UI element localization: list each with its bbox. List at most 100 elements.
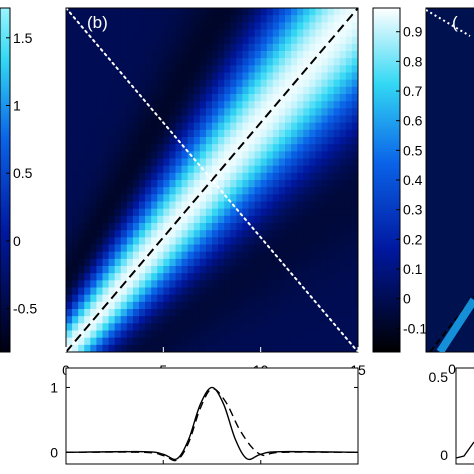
- heatmap-cell: [339, 280, 347, 289]
- heatmap-cell: [181, 251, 189, 260]
- heatmap-cell: [187, 122, 195, 131]
- heatmap-cell: [345, 8, 353, 16]
- heatmap-cell: [108, 29, 116, 38]
- heatmap-cell: [303, 223, 310, 231]
- heatmap-cell: [72, 101, 79, 109]
- heatmap-cell: [248, 51, 256, 59]
- heatmap-cell: [169, 122, 177, 131]
- heatmap-cell: [351, 65, 358, 74]
- heatmap-cell: [266, 29, 274, 38]
- heatmap-cell: [212, 208, 219, 217]
- heatmap-cell: [157, 79, 164, 88]
- heatmap-cell: [224, 165, 231, 174]
- heatmap-cell: [248, 201, 256, 210]
- heatmap-cell: [224, 72, 231, 81]
- heatmap-cell: [303, 8, 310, 16]
- heatmap-cell: [66, 230, 73, 238]
- heatmap-cell: [175, 165, 183, 174]
- colorbar-b-ticks: 0.90.80.70.60.50.40.30.20.10-0.1: [396, 24, 427, 336]
- heatmap-cell: [72, 237, 79, 246]
- heatmap-cell: [297, 36, 304, 45]
- heatmap-cell: [66, 215, 73, 224]
- heatmap-cell: [102, 187, 110, 195]
- heatmap-cell: [114, 29, 122, 38]
- heatmap-cell: [84, 201, 91, 210]
- heatmap-cell: [218, 58, 225, 66]
- heatmap-cell: [90, 208, 98, 217]
- heatmap-cell: [260, 323, 268, 332]
- heatmap-cell: [315, 287, 323, 296]
- heatmap-cell: [254, 94, 262, 102]
- heatmap-cell: [278, 244, 286, 253]
- heatmap-cell: [315, 8, 323, 16]
- heatmap-cell: [187, 101, 195, 109]
- heatmap-cell: [145, 244, 152, 253]
- heatmap-cell: [132, 337, 140, 346]
- heatmap-cell: [224, 94, 231, 102]
- heatmap-cell: [114, 94, 122, 102]
- heatmap-cell: [351, 294, 358, 303]
- heatmap-cell: [303, 158, 310, 167]
- heatmap-cell: [157, 129, 164, 138]
- heatmap-cell: [285, 230, 292, 238]
- heatmap-cell: [212, 129, 219, 138]
- heatmap-cell: [224, 51, 231, 59]
- heatmap-cell: [339, 201, 347, 210]
- heatmap-cell: [126, 301, 134, 310]
- heatmap-cell: [345, 72, 353, 81]
- heatmap-cell: [66, 94, 73, 102]
- heatmap-cell: [120, 337, 128, 346]
- heatmap-cell: [266, 58, 274, 66]
- heatmap-cell: [242, 86, 250, 95]
- heatmap-cell: [205, 208, 213, 217]
- heatmap-cell: [72, 201, 79, 210]
- heatmap-cell: [96, 273, 104, 281]
- heatmap-cell: [224, 180, 231, 188]
- heatmap-cell: [339, 237, 347, 246]
- heatmap-cell: [120, 215, 128, 224]
- heatmap-cell: [230, 337, 237, 346]
- heatmap-cell: [272, 29, 280, 38]
- right-panel-label-fragment: (: [452, 13, 458, 32]
- heatmap-cell: [90, 51, 98, 59]
- heatmap-cell: [236, 330, 244, 339]
- heatmap-cell: [260, 108, 268, 117]
- heatmap-cell: [139, 180, 146, 188]
- heatmap-cell: [181, 108, 189, 117]
- heatmap-cell: [291, 58, 298, 66]
- heatmap-cell: [132, 309, 140, 317]
- heatmap-cell: [236, 187, 244, 195]
- heatmap-cell: [114, 137, 122, 145]
- heatmap-cell: [291, 29, 298, 38]
- heatmap-cell: [151, 301, 158, 310]
- heatmap-cell: [309, 266, 317, 274]
- heatmap-cell: [236, 251, 244, 260]
- heatmap-cell: [291, 337, 298, 346]
- heatmap-cell: [169, 36, 177, 45]
- heatmap-cell: [187, 215, 195, 224]
- heatmap-cell: [321, 172, 329, 181]
- heatmap-cell: [187, 208, 195, 217]
- heatmap-cell: [260, 215, 268, 224]
- heatmap-cell: [212, 237, 219, 246]
- heatmap-cell: [236, 151, 244, 160]
- heatmap-cell: [181, 72, 189, 81]
- heatmap-cell: [84, 151, 91, 160]
- heatmap-cell: [230, 86, 237, 95]
- heatmap-cell: [72, 108, 79, 117]
- heatmap-cell: [78, 215, 85, 224]
- heatmap-cell: [266, 129, 274, 138]
- heatmap-cell: [272, 51, 280, 59]
- heatmap-cell: [187, 94, 195, 102]
- heatmap-cell: [72, 144, 79, 152]
- heatmap-cell: [199, 309, 207, 317]
- heatmap-cell: [309, 108, 317, 117]
- heatmap-cell: [242, 280, 250, 289]
- heatmap-cell: [145, 309, 152, 317]
- heatmap-cell: [120, 266, 128, 274]
- heatmap-cell: [266, 22, 274, 31]
- heatmap-cell: [321, 266, 329, 274]
- heatmap-cell: [236, 58, 244, 66]
- heatmap-cell: [218, 29, 225, 38]
- heatmap-cell: [132, 344, 140, 352]
